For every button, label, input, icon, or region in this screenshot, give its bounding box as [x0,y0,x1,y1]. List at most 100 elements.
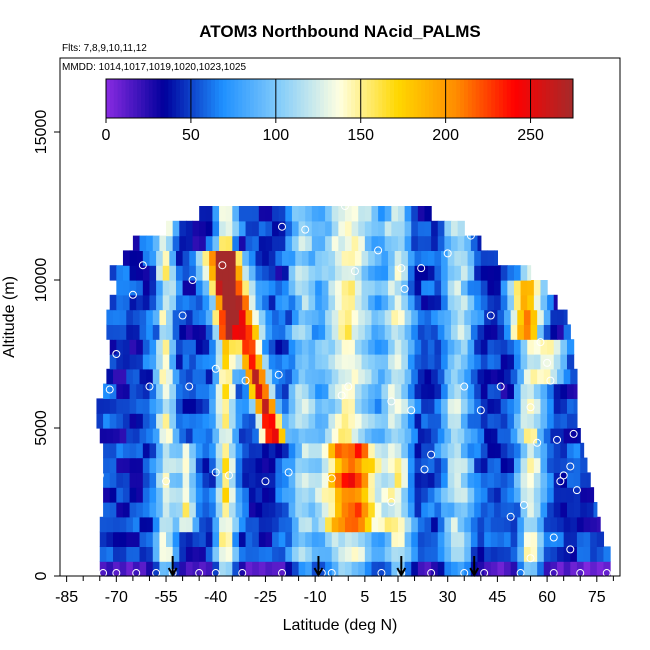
heatmap-cell [245,309,253,325]
heatmap-cell [361,442,369,459]
heatmap-cell [437,428,445,444]
heatmap-cell [328,457,336,473]
heatmap-cell [209,442,217,459]
heatmap-cell [451,324,459,340]
heatmap-cell [268,457,276,473]
heatmap-cell [311,428,320,444]
heatmap-cell [417,235,426,251]
heatmap-cell [494,502,502,518]
heatmap-cell [172,516,180,533]
heatmap-cell [431,561,439,577]
heatmap-cell [222,472,230,488]
heatmap-cell [447,354,455,370]
heatmap-cell [122,413,131,429]
heatmap-cell [467,398,475,414]
heatmap-cell [537,516,545,533]
heatmap-cell [444,324,452,340]
heatmap-cell [414,398,422,414]
colorbar-segment [109,79,115,118]
colorbar: 0 50 100 150 200 250 [102,78,574,144]
heatmap-cell [421,472,429,488]
colorbar-segment [203,79,208,118]
heatmap-cell [126,428,134,444]
sample-point [327,474,336,483]
heatmap-cell [437,309,445,325]
heatmap-cell [557,368,565,385]
heatmap-cell [169,398,177,414]
heatmap-cell [116,457,124,473]
heatmap-cell [391,546,399,562]
heatmap-cell [520,280,528,296]
heatmap-cell [543,428,552,444]
heatmap-cell [417,309,426,325]
heatmap-cell [447,383,455,399]
heatmap-cell [222,383,230,399]
heatmap-cell [275,413,283,429]
heatmap-cell [474,502,482,518]
heatmap-cell [504,428,512,444]
heatmap-cell [394,472,402,488]
heatmap-cell [364,428,373,444]
heatmap-cell [527,457,535,473]
heatmap-cell [487,457,495,473]
sample-point [486,311,495,320]
heatmap-cell [159,546,167,562]
heatmap-cell [474,413,482,429]
heatmap-cell [278,235,286,251]
heatmap-cell [311,309,320,325]
heatmap-cell [451,546,459,562]
heatmap-cell [275,487,283,503]
sample-point [480,569,489,578]
heatmap-cell [149,265,157,281]
heatmap-cell [351,368,359,385]
heatmap-cell [348,413,356,429]
heatmap-cell [275,398,283,414]
heatmap-cell [272,324,280,340]
heatmap-cell [401,442,409,459]
sample-point [337,391,346,400]
heatmap-cell [228,383,237,399]
heatmap-cell [494,442,502,459]
heatmap-cell [520,442,528,459]
colorbar-segment [218,79,224,118]
heatmap-cell [232,516,240,533]
heatmap-cell [384,561,392,577]
heatmap-cell [205,531,214,547]
heatmap-cell [374,280,383,296]
heatmap-cell [344,309,353,325]
x-axis: -85 -70 -55 -40 -25 -10 5 15 30 45 60 75 [55,576,614,606]
heatmap-cell [122,398,131,414]
heatmap-cell [252,235,260,251]
x-tick-label: 45 [488,589,506,606]
heatmap-cell [500,398,508,414]
heatmap-cell [175,354,184,370]
heatmap-cell [228,457,237,473]
sample-point [549,569,558,578]
y-tick-label: 0 [33,571,50,580]
heatmap-cell [523,309,532,325]
heatmap-cell [431,324,439,340]
heatmap-cell [315,487,323,503]
heatmap-cell [152,428,161,444]
heatmap-cell [301,398,310,414]
heatmap-cell [291,428,300,444]
heatmap-cell [308,383,316,399]
dates-label: MMDD: 1014,1017,1019,1020,1023,1025 [62,62,246,73]
heatmap-cell [139,309,147,325]
heatmap-cell [401,413,409,429]
heatmap-cell [467,339,475,355]
heatmap-cell [507,487,515,503]
heatmap-cell [278,561,286,577]
heatmap-cell [553,442,561,459]
heatmap-cell [566,442,575,459]
heatmap-cell [368,472,376,488]
heatmap-cell [361,502,369,518]
heatmap-cell [590,546,598,562]
heatmap-cell [596,546,605,562]
heatmap-cell [417,561,426,577]
heatmap-cell [182,250,190,266]
heatmap-cell [219,531,227,547]
heatmap-cell [348,442,356,459]
heatmap-cell [268,502,276,518]
colorbar-segment [168,79,173,118]
